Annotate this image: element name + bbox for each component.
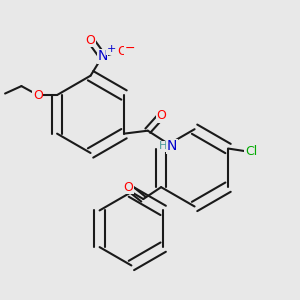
Text: N: N: [167, 140, 177, 153]
Text: O: O: [124, 181, 134, 194]
Text: O: O: [118, 44, 128, 58]
Text: O: O: [85, 34, 95, 46]
Text: N: N: [97, 50, 108, 63]
Text: H: H: [159, 141, 167, 152]
Text: O: O: [156, 109, 166, 122]
Text: O: O: [33, 88, 43, 101]
Text: +: +: [107, 44, 116, 54]
Text: −: −: [125, 42, 135, 55]
Text: Cl: Cl: [245, 145, 257, 158]
